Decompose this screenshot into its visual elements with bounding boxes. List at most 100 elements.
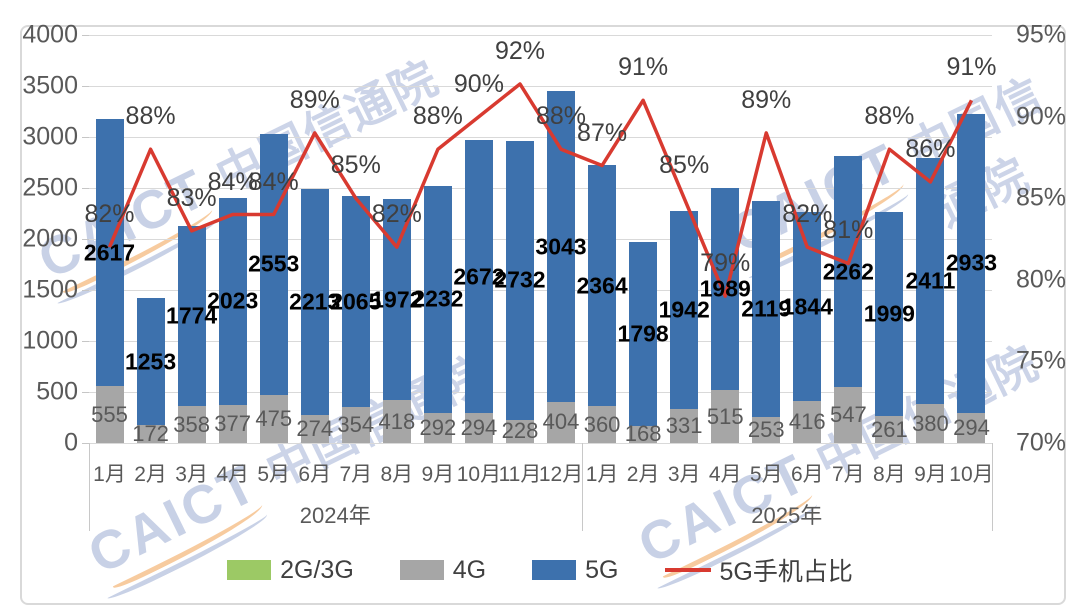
legend-swatch: [399, 560, 444, 580]
right-axis-label: 80%: [1016, 265, 1067, 294]
label-5g-value: 3043: [535, 233, 587, 260]
label-4g-value: 294: [460, 415, 498, 440]
label-5g-share: 92%: [494, 36, 545, 65]
bar-segment-5g: [629, 242, 658, 426]
x-axis-month-label: 8月: [380, 463, 414, 486]
label-5g-value: 2232: [412, 285, 464, 312]
bar-segment-4g: [670, 409, 699, 443]
chart-legend: 2G/3G 4G 5G 5G手机占比: [0, 552, 1080, 588]
bar-segment-5g: [382, 199, 411, 401]
x-axis-month-label: 2月: [134, 463, 167, 486]
left-axis-tick: [82, 188, 89, 189]
left-axis-label: 4000: [22, 20, 78, 49]
bar-segment-4g: [382, 400, 411, 443]
legend-label: 5G: [585, 555, 619, 584]
x-axis-month-label: 3月: [175, 463, 208, 486]
label-5g-value: 1798: [617, 320, 669, 347]
label-4g-value: 292: [419, 415, 457, 441]
bar-segment-5g: [95, 119, 124, 387]
legend-label: 4G: [452, 555, 487, 584]
label-5g-value: 2023: [207, 287, 259, 314]
left-axis-label: 3500: [22, 71, 78, 100]
right-axis-label: 85%: [1016, 183, 1067, 212]
bar-segment-4g: [300, 415, 329, 443]
bar-segment-5g: [218, 198, 247, 405]
bar-segment-4g: [218, 404, 247, 443]
label-5g-value: 2065: [330, 288, 382, 315]
line-5g-share: [107, 82, 974, 298]
label-4g-value: 547: [829, 402, 867, 428]
legend-item: 5G: [532, 555, 619, 585]
legend-label: 2G/3G: [280, 555, 354, 584]
label-5g-share: 88%: [535, 102, 587, 131]
left-axis-tick: [82, 35, 89, 36]
label-5g-value: 2364: [576, 272, 628, 299]
label-4g-value: 416: [788, 408, 826, 434]
bar-segment-4g: [505, 419, 534, 443]
bar-segment-4g: [95, 386, 124, 443]
label-5g-value: 1844: [781, 293, 833, 320]
label-5g-share: 82%: [84, 200, 135, 229]
left-axis-tick: [82, 86, 89, 87]
bar-segment-4g: [588, 406, 617, 443]
x-axis-month-label: 4月: [216, 463, 249, 486]
x-axis-month-label: 11月: [498, 463, 542, 486]
left-axis-tick: [82, 239, 89, 240]
left-axis-label: 1500: [22, 275, 78, 304]
bar-segment-5g: [341, 196, 370, 407]
gridline: [89, 239, 992, 240]
bar-segment-5g: [670, 211, 699, 410]
label-5g-share: 89%: [289, 85, 340, 114]
label-4g-value: 515: [706, 403, 744, 429]
bar-segment-4g: [629, 425, 658, 443]
bar-segment-4g: [464, 413, 493, 443]
right-axis-label: 75%: [1016, 346, 1067, 375]
label-4g-value: 475: [255, 405, 293, 431]
label-5g-value: 2732: [494, 266, 546, 293]
gridline: [89, 35, 992, 36]
label-5g-share: 85%: [659, 151, 710, 180]
label-5g-share: 82%: [371, 200, 422, 229]
label-5g-share: 88%: [412, 102, 463, 131]
label-5g-share: 88%: [864, 102, 915, 131]
x-axis-month-label: 2月: [626, 463, 660, 486]
legend-line-swatch: [664, 568, 711, 572]
label-5g-value: 1999: [863, 300, 915, 327]
label-5g-value: 2617: [83, 239, 136, 266]
label-4g-value: 253: [747, 417, 785, 443]
bar-segment-4g: [957, 413, 986, 443]
label-4g-value: 360: [583, 411, 621, 437]
x-axis-month-label: 9月: [421, 463, 455, 486]
label-5g-share: 91%: [618, 53, 669, 82]
left-axis-tick: [82, 392, 89, 393]
axis-group-separator: [992, 443, 993, 531]
label-5g-value: 1972: [371, 286, 423, 313]
label-4g-value: 354: [337, 411, 375, 437]
legend-swatch: [227, 560, 272, 580]
label-4g-value: 172: [132, 421, 169, 447]
label-5g-share: 88%: [125, 102, 176, 131]
label-4g-value: 358: [173, 411, 210, 437]
label-4g-value: 404: [542, 409, 580, 435]
label-4g-value: 331: [665, 413, 703, 439]
x-axis-year-label: 2024年: [299, 503, 371, 528]
label-5g-share: 87%: [577, 118, 628, 147]
left-axis-label: 2000: [22, 224, 78, 253]
label-5g-share: 82%: [782, 200, 833, 229]
left-axis-tick: [82, 137, 89, 138]
x-axis-month-label: 4月: [708, 463, 742, 486]
bar-segment-5g: [588, 165, 617, 407]
label-5g-share: 90%: [453, 69, 504, 98]
label-4g-value: 228: [501, 418, 539, 444]
label-5g-share: 83%: [166, 183, 217, 212]
bar-segment-4g: [259, 394, 288, 443]
bar-segment-4g: [752, 417, 781, 443]
x-axis-month-label: 3月: [667, 463, 701, 486]
bar-segment-4g: [423, 413, 452, 443]
bar-segment-5g: [259, 134, 288, 395]
axis-group-separator: [89, 443, 90, 531]
legend-item: 4G: [399, 555, 487, 585]
x-axis-month-label: 7月: [339, 463, 373, 486]
